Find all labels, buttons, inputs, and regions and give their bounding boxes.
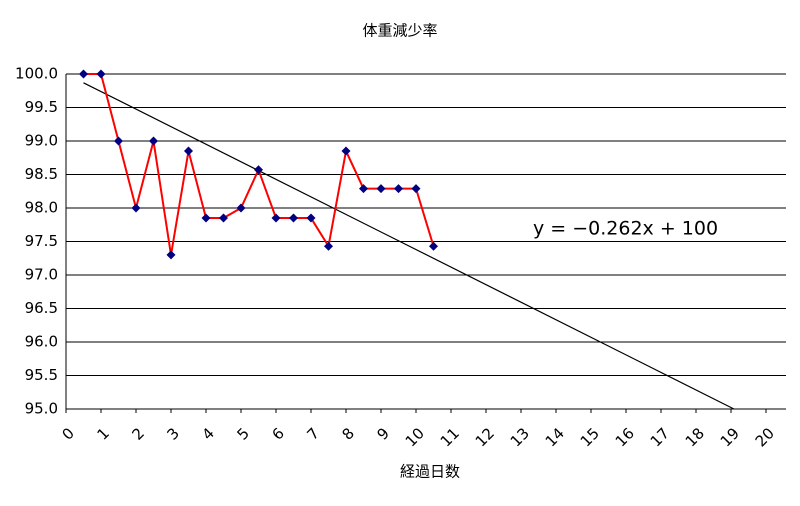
marker <box>114 136 123 146</box>
x-tick-label: 14 <box>542 424 568 450</box>
y-tick-label: 98.0 <box>25 199 58 217</box>
y-tick-label: 96.0 <box>25 333 58 351</box>
x-tick-label: 12 <box>472 424 498 450</box>
x-tick-label: 3 <box>164 424 183 443</box>
x-tick-label: 20 <box>752 424 778 450</box>
x-tick-label: 2 <box>129 424 148 443</box>
x-tick-label: 0 <box>59 424 78 443</box>
x-tick-label: 11 <box>437 424 463 450</box>
chart-title: 体重減少率 <box>362 22 437 40</box>
marker <box>96 69 106 79</box>
trendline-equation: y = −0.262x + 100 <box>533 218 718 240</box>
marker <box>184 146 193 156</box>
y-tick-label: 95.0 <box>25 400 58 418</box>
marker <box>376 184 386 194</box>
x-tick-label: 13 <box>507 424 533 450</box>
y-tick-label: 97.5 <box>25 232 58 250</box>
marker <box>341 146 351 156</box>
marker <box>201 213 211 223</box>
y-tick-label: 100.0 <box>15 65 58 83</box>
marker <box>289 213 298 223</box>
marker <box>429 241 438 251</box>
y-tick-label: 99.5 <box>25 98 58 116</box>
marker <box>271 213 281 223</box>
marker <box>236 203 246 213</box>
marker <box>219 213 228 223</box>
trendline <box>83 82 735 410</box>
marker <box>149 136 158 146</box>
x-axis-label: 経過日数 <box>400 463 460 481</box>
marker <box>324 241 333 251</box>
x-tick-label: 9 <box>374 424 393 443</box>
x-tick-label: 17 <box>647 424 673 450</box>
y-tick-label: 97.0 <box>25 266 58 284</box>
marker <box>166 250 176 260</box>
marker <box>131 203 141 213</box>
y-tick-label: 95.5 <box>25 366 58 384</box>
marker <box>254 165 263 175</box>
x-tick-label: 6 <box>269 424 288 443</box>
x-tick-label: 16 <box>612 424 638 450</box>
series-line <box>83 73 435 256</box>
marker <box>394 184 403 194</box>
x-tick-label: 15 <box>577 424 603 450</box>
marker <box>359 184 368 194</box>
y-tick-label: 96.5 <box>25 299 58 317</box>
x-tick-label: 18 <box>682 424 708 450</box>
x-tick-label: 8 <box>339 424 358 443</box>
marker <box>306 213 316 223</box>
x-tick-label: 10 <box>402 424 428 450</box>
x-tick-label: 5 <box>234 424 253 443</box>
marker <box>411 184 421 194</box>
x-tick-label: 4 <box>199 424 218 443</box>
x-tick-label: 1 <box>94 424 113 443</box>
y-tick-label: 99.0 <box>25 132 58 150</box>
x-tick-label: 7 <box>304 424 323 443</box>
marker <box>79 69 88 79</box>
y-tick-label: 98.5 <box>25 165 58 183</box>
x-tick-label: 19 <box>717 424 743 450</box>
